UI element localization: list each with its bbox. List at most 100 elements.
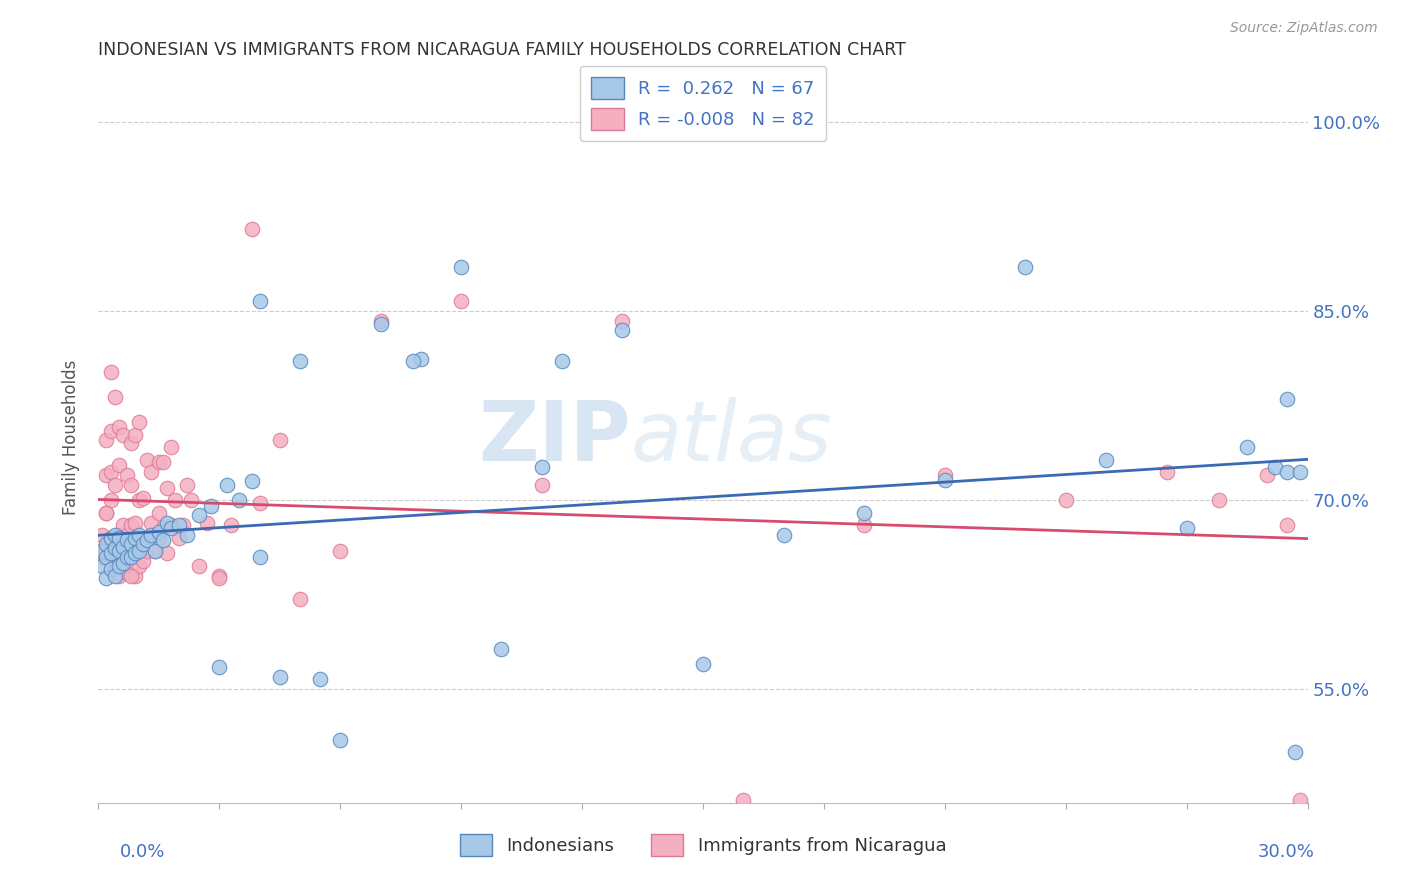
Point [160, 521, 183, 535]
Point [115, 549, 138, 564]
Point [402, 354, 425, 368]
Text: ZIP: ZIP [478, 397, 630, 477]
Point [156, 481, 179, 495]
Point [100, 493, 122, 508]
Point [111, 518, 134, 533]
Point [269, 670, 291, 684]
Point [152, 533, 174, 548]
Point [1236, 440, 1258, 454]
Point [107, 531, 129, 545]
Point [612, 323, 634, 337]
Point [132, 491, 155, 505]
Text: 0.0%: 0.0% [120, 843, 165, 861]
Point [135, 452, 157, 467]
Point [530, 478, 553, 492]
Point [96, 537, 118, 551]
Point [124, 516, 146, 530]
Text: Source: ZipAtlas.com: Source: ZipAtlas.com [1230, 21, 1378, 35]
Point [1284, 745, 1306, 759]
Point [96, 546, 118, 560]
Point [156, 516, 179, 530]
Point [208, 659, 231, 673]
Point [1054, 493, 1077, 508]
Point [240, 222, 263, 236]
Point [139, 528, 162, 542]
Point [96, 506, 118, 520]
Point [551, 354, 574, 368]
Point [132, 537, 155, 551]
Point [1095, 452, 1118, 467]
Point [491, 642, 513, 657]
Point [111, 540, 134, 554]
Point [115, 533, 138, 548]
Point [167, 531, 190, 545]
Point [249, 549, 271, 564]
Point [128, 493, 150, 508]
Point [128, 528, 150, 542]
Point [100, 424, 122, 438]
Point [853, 506, 876, 520]
Point [240, 474, 263, 488]
Point [107, 543, 129, 558]
Point [188, 508, 211, 523]
Point [370, 317, 392, 331]
Point [329, 732, 352, 747]
Point [612, 314, 634, 328]
Point [188, 558, 211, 573]
Point [148, 531, 170, 545]
Point [288, 591, 311, 606]
Point [156, 546, 179, 560]
Point [450, 260, 472, 274]
Point [111, 556, 134, 570]
Point [148, 506, 170, 520]
Point [370, 314, 392, 328]
Point [692, 657, 714, 671]
Point [200, 500, 222, 514]
Point [249, 496, 271, 510]
Point [96, 506, 118, 520]
Point [96, 549, 118, 564]
Point [91, 549, 114, 564]
Y-axis label: Family Households: Family Households [62, 359, 80, 515]
Point [107, 531, 129, 545]
Point [100, 531, 122, 545]
Point [450, 293, 472, 308]
Point [195, 516, 218, 530]
Point [217, 478, 239, 492]
Point [115, 467, 138, 482]
Point [139, 516, 162, 530]
Point [1277, 466, 1299, 480]
Point [103, 569, 125, 583]
Point [107, 458, 129, 472]
Point [934, 467, 956, 482]
Point [143, 543, 166, 558]
Point [176, 528, 198, 542]
Point [167, 518, 190, 533]
Point [91, 558, 114, 573]
Point [269, 433, 291, 447]
Point [1277, 392, 1299, 407]
Point [128, 543, 150, 558]
Text: 30.0%: 30.0% [1258, 843, 1315, 861]
Point [111, 556, 134, 570]
Point [124, 569, 146, 583]
Point [1014, 260, 1036, 274]
Point [124, 531, 146, 545]
Point [128, 558, 150, 573]
Point [103, 478, 125, 492]
Point [107, 420, 129, 434]
Point [103, 541, 125, 555]
Point [1288, 793, 1310, 807]
Point [148, 455, 170, 469]
Point [120, 436, 142, 450]
Point [120, 478, 142, 492]
Point [143, 543, 166, 558]
Point [208, 569, 231, 583]
Point [530, 460, 553, 475]
Point [120, 518, 142, 533]
Point [1156, 466, 1178, 480]
Point [100, 466, 122, 480]
Point [120, 549, 142, 564]
Point [139, 466, 162, 480]
Point [1175, 521, 1198, 535]
